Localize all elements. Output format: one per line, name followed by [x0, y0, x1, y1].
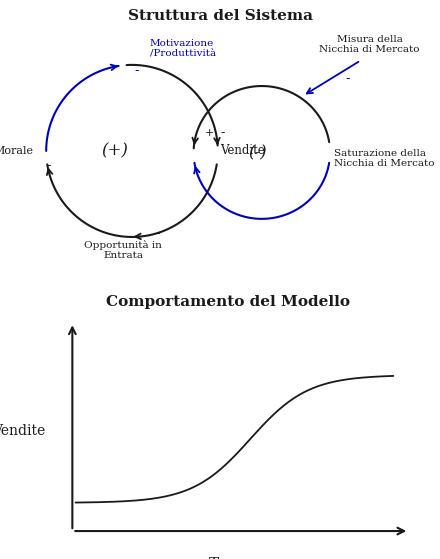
Text: -: -: [220, 126, 224, 139]
Text: Vendite: Vendite: [0, 424, 45, 438]
Text: Struttura del Sistema: Struttura del Sistema: [128, 9, 312, 23]
Text: Tempo: Tempo: [209, 557, 260, 559]
Text: -: -: [155, 228, 160, 240]
Text: +: +: [204, 128, 214, 138]
Text: (+): (+): [101, 143, 128, 159]
Text: -: -: [345, 72, 350, 85]
Text: (-): (-): [248, 144, 267, 161]
Text: Misura della
Nicchia di Mercato: Misura della Nicchia di Mercato: [319, 35, 420, 54]
Text: -: -: [134, 64, 139, 78]
Text: Motivazione
/Produttività: Motivazione /Produttività: [150, 40, 216, 59]
Text: -: -: [46, 159, 51, 173]
Text: Comportamento del Modello: Comportamento del Modello: [106, 295, 350, 309]
Text: Opportunità in
Entrata: Opportunità in Entrata: [84, 240, 162, 260]
Text: Vendite: Vendite: [220, 144, 265, 158]
Text: Saturazione della
Nicchia di Mercato: Saturazione della Nicchia di Mercato: [334, 149, 435, 168]
Text: Morale: Morale: [0, 146, 33, 156]
